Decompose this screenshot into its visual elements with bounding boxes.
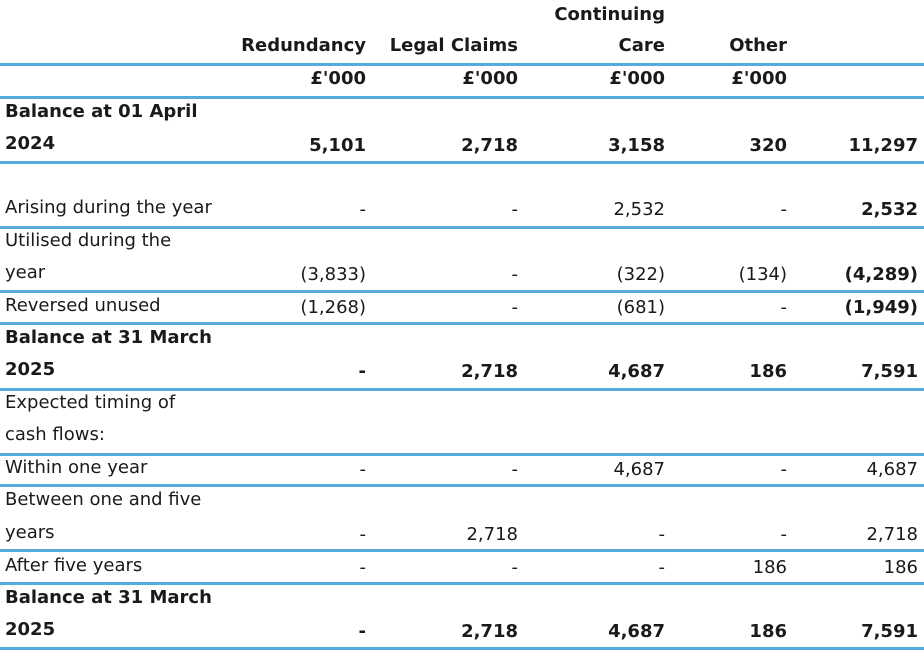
utilised-total: (4,289) <box>844 264 918 285</box>
after-legal-claims: - <box>511 557 519 578</box>
unit-continuing-care: £'000 <box>609 68 665 89</box>
within-total: 4,687 <box>866 459 918 480</box>
closing-continuing-care: 4,687 <box>608 361 665 382</box>
reversed-total: (1,949) <box>844 297 918 318</box>
row-label: Utilised during the <box>5 230 172 251</box>
unit-other: £'000 <box>731 68 787 89</box>
divider <box>0 484 924 487</box>
divider <box>0 226 924 229</box>
row-label: 2025 <box>5 359 56 380</box>
row-label: Expected timing of <box>5 392 176 413</box>
row-label: year <box>5 262 46 283</box>
closing2-legal-claims: 2,718 <box>461 621 518 642</box>
arising-legal-claims: - <box>511 199 519 220</box>
divider <box>0 63 924 66</box>
divider <box>0 322 924 325</box>
arising-redundancy: - <box>359 199 367 220</box>
utilised-continuing-care: (322) <box>616 264 665 285</box>
arising-other: - <box>780 199 788 220</box>
divider <box>0 290 924 293</box>
utilised-other: (134) <box>738 264 787 285</box>
closing2-other: 186 <box>749 621 787 642</box>
divider <box>0 549 924 552</box>
within-other: - <box>780 459 788 480</box>
header-continuing-line1: Continuing <box>554 4 665 25</box>
divider <box>0 647 924 650</box>
unit-redundancy: £'000 <box>310 68 366 89</box>
arising-continuing-care: 2,532 <box>613 199 665 220</box>
divider <box>0 582 924 585</box>
row-label: Arising during the year <box>5 197 212 218</box>
opening-legal-claims: 2,718 <box>461 135 518 156</box>
between-other: - <box>780 524 788 545</box>
row-label: Balance at 31 March <box>5 587 212 608</box>
header-legal-claims: Legal Claims <box>389 35 518 56</box>
after-other: 186 <box>752 557 787 578</box>
within-legal-claims: - <box>511 459 519 480</box>
row-label: After five years <box>5 555 143 576</box>
after-redundancy: - <box>359 557 367 578</box>
closing2-redundancy: - <box>358 621 366 642</box>
after-continuing-care: - <box>658 557 666 578</box>
row-label: Reversed unused <box>5 295 161 316</box>
closing-redundancy: - <box>358 361 366 382</box>
row-label: Balance at 01 April <box>5 101 198 122</box>
closing2-continuing-care: 4,687 <box>608 621 665 642</box>
row-label: Balance at 31 March <box>5 327 212 348</box>
reversed-redundancy: (1,268) <box>300 297 366 318</box>
divider <box>0 96 924 99</box>
utilised-legal-claims: - <box>511 264 519 285</box>
row-label: Between one and five <box>5 489 202 510</box>
between-redundancy: - <box>359 524 367 545</box>
between-legal-claims: 2,718 <box>466 524 518 545</box>
row-label: 2025 <box>5 619 56 640</box>
opening-continuing-care: 3,158 <box>608 135 665 156</box>
row-label: Within one year <box>5 457 148 478</box>
unit-legal-claims: £'000 <box>462 68 518 89</box>
reversed-legal-claims: - <box>511 297 519 318</box>
reversed-other: - <box>780 297 788 318</box>
row-label: years <box>5 522 55 543</box>
closing-total: 7,591 <box>861 361 918 382</box>
arising-total: 2,532 <box>861 199 918 220</box>
divider <box>0 388 924 391</box>
opening-redundancy: 5,101 <box>309 135 366 156</box>
row-label: cash flows: <box>5 424 105 445</box>
opening-other: 320 <box>749 135 787 156</box>
header-other: Other <box>729 35 787 56</box>
divider <box>0 453 924 456</box>
divider <box>0 161 924 164</box>
opening-total: 11,297 <box>848 135 918 156</box>
within-redundancy: - <box>359 459 367 480</box>
closing-legal-claims: 2,718 <box>461 361 518 382</box>
header-redundancy: Redundancy <box>241 35 366 56</box>
closing2-total: 7,591 <box>861 621 918 642</box>
between-continuing-care: - <box>658 524 666 545</box>
closing-other: 186 <box>749 361 787 382</box>
utilised-redundancy: (3,833) <box>300 264 366 285</box>
within-continuing-care: 4,687 <box>613 459 665 480</box>
after-total: 186 <box>883 557 918 578</box>
between-total: 2,718 <box>866 524 918 545</box>
header-continuing-line2: Care <box>618 35 665 56</box>
row-label: 2024 <box>5 133 56 154</box>
reversed-continuing-care: (681) <box>616 297 665 318</box>
